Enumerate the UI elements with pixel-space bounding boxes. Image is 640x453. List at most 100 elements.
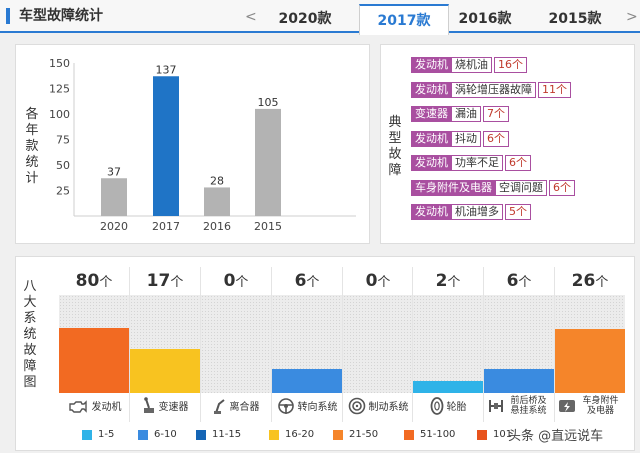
bar-value-label: 37 [107, 165, 121, 178]
fault-count: 11个 [538, 81, 571, 98]
system-column-engine[interactable]: 80个 [59, 267, 129, 397]
system-count: 80个 [59, 267, 129, 295]
system-column-tire[interactable]: 2个 [413, 267, 483, 397]
system-bar-area [272, 295, 342, 393]
fault-category-tag: 发动机 [411, 204, 452, 220]
fault-count: 16个 [494, 57, 527, 73]
legend-item: 1-5 [82, 429, 114, 440]
y-tick-label: 125 [49, 83, 70, 96]
system-label-cell[interactable]: 离合器 [201, 393, 271, 418]
fault-name: 空调问题 [496, 179, 547, 196]
system-label-cell[interactable]: 发动机 [59, 393, 129, 418]
fault-tag-row[interactable]: 发动机 抖动 6个 [411, 130, 509, 147]
system-count-unit: 个 [447, 275, 461, 290]
system-count-value: 17 [146, 271, 171, 291]
legend-label: 101 [493, 429, 513, 440]
legend-item: 21-50 [333, 429, 378, 440]
y-tick-label: 150 [49, 57, 70, 70]
fault-tag-row[interactable]: 发动机 机油增多 5个 [411, 204, 531, 220]
y-tick-label: 25 [56, 185, 70, 198]
body-electrical-icon [558, 398, 579, 414]
fault-tag-row[interactable]: 发动机 涡轮增压器故障 11个 [411, 81, 571, 98]
next-arrow-icon[interactable]: > [626, 9, 638, 25]
fault-tag-row[interactable]: 发动机 功率不足 6个 [411, 155, 531, 171]
system-count-value: 6 [294, 271, 307, 291]
system-count-value: 6 [506, 271, 519, 291]
system-count-value: 26 [571, 271, 596, 291]
tab-2017[interactable]: 2017款 [359, 4, 449, 35]
fault-category-tag: 车身附件及电器 [411, 179, 496, 196]
system-count-value: 0 [223, 271, 236, 291]
system-count-unit: 个 [377, 275, 391, 290]
bar-value-label: 137 [156, 63, 177, 76]
system-count-unit: 个 [306, 275, 320, 290]
fault-category-tag: 发动机 [411, 81, 452, 98]
legend-label: 21-50 [349, 429, 379, 440]
bar-2017[interactable] [153, 76, 179, 216]
system-count: 17个 [130, 267, 200, 295]
y-tick-label: 75 [56, 134, 70, 147]
column-divider [271, 267, 272, 422]
system-column-clutch[interactable]: 0个 [201, 267, 271, 397]
legend-item: 51-100 [404, 429, 455, 440]
steering-icon [277, 397, 298, 415]
page-title: 车型故障统计 [6, 8, 103, 24]
fault-count: 6个 [549, 179, 575, 196]
fault-count: 6个 [505, 155, 531, 171]
system-label-cell[interactable]: 前后桥及悬挂系统 [484, 393, 554, 418]
eight-systems-panel: 八大系统故障图 80个 发动机 17个 变速器 0个 离合器 6个 转向系统 0个 制动系统 2个轮… [15, 256, 635, 451]
fault-count: 6个 [483, 130, 509, 147]
system-name: 车身附件及电器 [582, 395, 619, 416]
fault-tag-row[interactable]: 车身附件及电器 空调问题 6个 [411, 179, 575, 196]
legend-item: 11-15 [196, 429, 241, 440]
legend-item: 101 [477, 429, 512, 440]
fault-name: 功率不足 [452, 155, 503, 171]
system-label-cell[interactable]: 变速器 [130, 393, 200, 418]
system-label-cell[interactable]: 车身附件及电器 [555, 393, 625, 418]
prev-arrow-icon[interactable]: < [245, 9, 257, 25]
tab-2015[interactable]: 2015款 [548, 11, 602, 27]
legend-swatch [477, 429, 487, 440]
system-name: 制动系统 [368, 402, 409, 413]
system-count: 6个 [272, 267, 342, 295]
column-divider [200, 267, 201, 422]
system-count-value: 2 [435, 271, 448, 291]
yearly-stats-panel: 各年款统计 150 125 100 75 50 25 37 2020 137 2017 28 2016… [15, 44, 370, 244]
system-column-gearbox[interactable]: 17个 [130, 267, 200, 397]
system-column-suspension[interactable]: 6个 [484, 267, 554, 397]
gearbox-icon [142, 396, 159, 415]
legend-item: 16-20 [269, 429, 314, 440]
system-column-steering[interactable]: 6个 [272, 267, 342, 397]
bar-2015[interactable] [255, 108, 281, 216]
system-count-unit: 个 [235, 275, 249, 290]
system-column-brake[interactable]: 0个 [343, 267, 413, 397]
system-label-cell[interactable]: 转向系统 [272, 393, 342, 418]
legend-swatch [196, 429, 206, 440]
fault-tag-row[interactable]: 变速器 漏油 7个 [411, 106, 509, 122]
legend-swatch [82, 429, 92, 440]
watermark: 头条 @直远说车 [508, 429, 604, 444]
typical-faults-panel: 典型故障 发动机 烧机油 16个 发动机 涡轮增压器故障 11个 变速器 漏油 7个 发动机 抖动 6… [380, 44, 635, 244]
bar-2016[interactable] [204, 187, 230, 216]
system-count-unit: 个 [170, 275, 184, 290]
system-bar-area [59, 295, 129, 393]
legend-label: 1-5 [98, 429, 115, 440]
header-bar: 车型故障统计 < 2020款 2017款 2016款 2015款 > [0, 0, 640, 35]
column-divider [554, 267, 555, 422]
bar-2020[interactable] [101, 178, 127, 216]
tab-2020[interactable]: 2020款 [278, 11, 332, 27]
system-bar-fill [413, 381, 483, 393]
system-bar-area [413, 295, 483, 393]
x-tick-label: 2017 [152, 220, 180, 233]
legend-label: 51-100 [420, 429, 456, 440]
yearly-side-label: 各年款统计 [25, 107, 39, 186]
tab-2016[interactable]: 2016款 [458, 11, 512, 27]
fault-category-tag: 变速器 [411, 106, 452, 122]
suspension-icon [488, 397, 507, 415]
system-label-cell[interactable]: 制动系统 [343, 393, 413, 418]
system-column-body-electrical[interactable]: 26个 [555, 267, 625, 397]
fault-name: 机油增多 [452, 204, 503, 220]
fault-category-tag: 发动机 [411, 155, 452, 171]
system-label-cell[interactable]: 轮胎 [413, 393, 483, 418]
fault-tag-row[interactable]: 发动机 烧机油 16个 [411, 57, 527, 73]
